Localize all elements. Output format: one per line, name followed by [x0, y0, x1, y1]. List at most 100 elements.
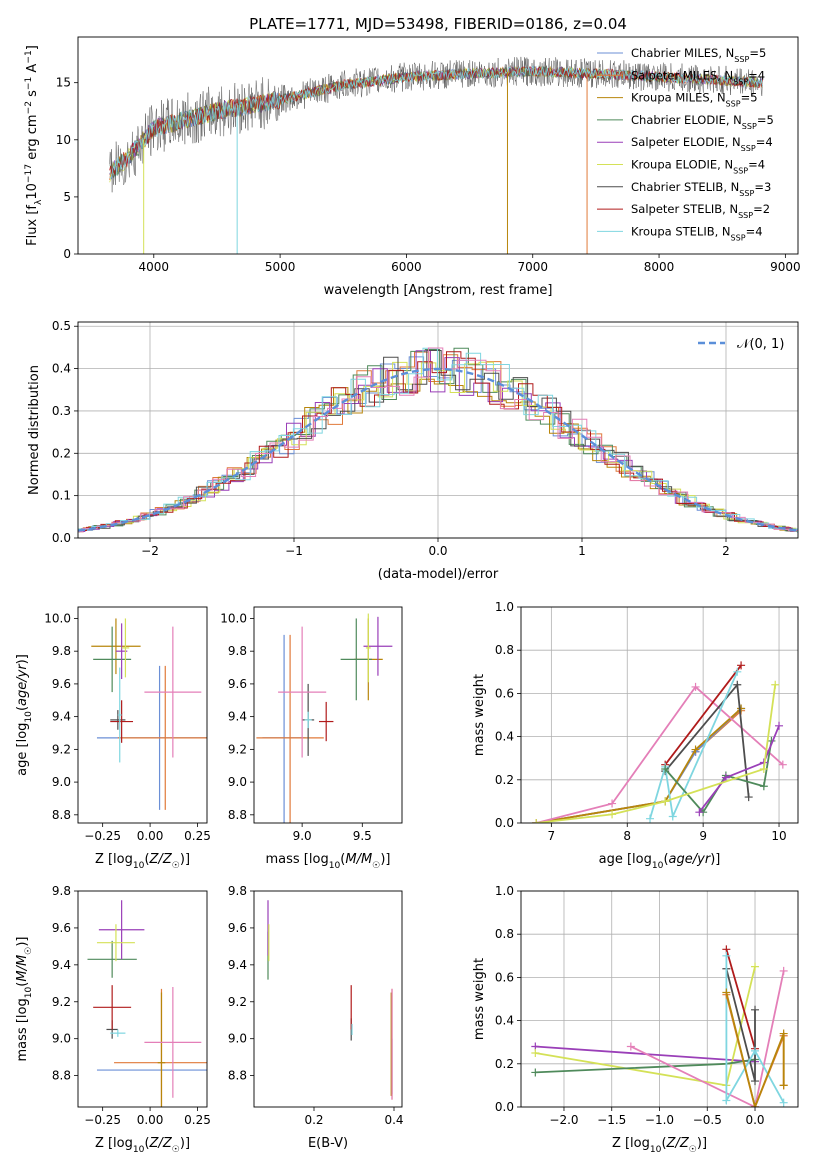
spectrum-line — [109, 56, 763, 193]
y-tick-label: 10 — [56, 133, 71, 147]
spectrum-line — [109, 65, 763, 179]
weight-line — [725, 955, 785, 1104]
weight-marker — [779, 1029, 788, 1038]
weight-marker — [646, 814, 655, 823]
x-tick-label: 0.0 — [745, 1113, 764, 1127]
y-tick-label: 0.6 — [495, 970, 514, 984]
y-tick-label: 0.2 — [52, 446, 71, 460]
x-tick-label: −1.5 — [597, 1113, 626, 1127]
axes-frame — [253, 606, 403, 824]
x-axis-label: (data-model)/error — [378, 567, 499, 582]
weight-marker — [661, 765, 670, 773]
legend-entry: Salpeter ELODIE, NSSP=4 — [631, 135, 773, 153]
x-tick-label: 0.0 — [428, 544, 447, 558]
y-tick-label: 9.2 — [52, 995, 71, 1009]
y-tick-label: 0.4 — [52, 362, 71, 376]
weight-line — [630, 970, 785, 1107]
y-tick-label: 0.4 — [495, 1014, 514, 1028]
y-axis-label: mass weight — [472, 674, 487, 756]
y-axis-label: Normed distribution — [27, 365, 42, 495]
y-tick-label: 9.4 — [228, 710, 247, 724]
x-tick-label: −0.25 — [84, 829, 121, 843]
y-tick-label: 8.8 — [228, 1069, 247, 1083]
x-tick-label: 10 — [771, 829, 786, 843]
weight-marker — [751, 1046, 760, 1055]
x-tick-label: −1 — [285, 544, 303, 558]
y-tick-label: 5 — [63, 190, 71, 204]
error-bars — [256, 613, 393, 823]
x-tick-label: 2 — [722, 544, 730, 558]
x-tick-label: 0.4 — [384, 1113, 403, 1127]
y-tick-label: 0.6 — [495, 686, 514, 700]
y-tick-label: 9.8 — [228, 644, 247, 658]
y-tick-label: 0.5 — [52, 319, 71, 333]
weight-marker — [608, 810, 617, 819]
weight-line — [725, 992, 785, 1107]
x-tick-label: 6000 — [391, 260, 422, 274]
histograms — [78, 347, 798, 533]
x-axis-label: Z [log10(Z/Z☉)] — [612, 1136, 707, 1155]
x-tick-label: −1.0 — [645, 1113, 674, 1127]
x-tick-label: 9.0 — [293, 829, 312, 843]
y-tick-label: 9.8 — [228, 884, 247, 898]
weight-marker — [721, 773, 730, 782]
weight-marker — [779, 1098, 788, 1107]
weight-marker — [751, 1103, 760, 1107]
y-tick-label: 9.6 — [52, 677, 71, 691]
y-axis-label: mass weight — [472, 958, 487, 1040]
x-tick-label: −2.0 — [549, 1113, 578, 1127]
x-tick-label: 9 — [699, 829, 707, 843]
x-tick-label: 0.25 — [184, 829, 211, 843]
weight-marker — [532, 819, 541, 823]
legend-entry: Salpeter MILES, NSSP=4 — [631, 68, 765, 86]
y-tick-label: 0.2 — [495, 1057, 514, 1071]
weight-marker — [744, 793, 753, 802]
x-axis-label: mass [log10(M/M☉)] — [266, 852, 391, 871]
y-axis-label: Flux [fλ10−17 erg cm−2 s−1 A−1] — [24, 45, 44, 246]
x-tick-label: 0.00 — [137, 1113, 164, 1127]
x-axis-label: wavelength [Angstrom, rest frame] — [324, 283, 553, 298]
y-tick-label: 0.0 — [52, 531, 71, 545]
y-tick-label: 0.0 — [495, 816, 514, 830]
legend-entry: Chabrier MILES, NSSP=5 — [631, 46, 766, 64]
gaussian-curve — [78, 367, 798, 532]
y-tick-label: 9.4 — [52, 710, 71, 724]
weight-lines — [531, 945, 788, 1107]
y-tick-label: 9.2 — [228, 995, 247, 1009]
y-tick-label: 0.4 — [495, 730, 514, 744]
x-tick-label: 0.25 — [184, 1113, 211, 1127]
y-tick-label: 9.0 — [52, 775, 71, 789]
weight-marker — [531, 1068, 540, 1077]
weight-marker — [722, 988, 731, 997]
weight-marker — [733, 680, 742, 689]
y-tick-label: 0.3 — [52, 404, 71, 418]
y-tick-label: 9.6 — [52, 921, 71, 935]
weight-marker — [531, 1049, 540, 1057]
x-tick-label: 0.00 — [137, 829, 164, 843]
y-tick-label: 0.8 — [495, 643, 514, 657]
plot-data — [78, 56, 798, 1107]
y-tick-label: 15 — [56, 76, 71, 90]
figure-title: PLATE=1771, MJD=53498, FIBERID=0186, z=0… — [249, 15, 627, 33]
weight-marker — [751, 962, 760, 971]
axes-frame — [77, 36, 799, 255]
legend-entry: Kroupa STELIB, NSSP=4 — [631, 224, 763, 242]
weight-marker — [733, 667, 742, 676]
weight-marker — [722, 1096, 731, 1105]
weight-marker — [771, 680, 780, 689]
y-tick-label: 0 — [63, 247, 71, 261]
x-tick-label: 7 — [548, 829, 556, 843]
y-tick-label: 9.8 — [52, 884, 71, 898]
spectrum-lines — [109, 56, 763, 254]
weight-marker — [778, 760, 787, 769]
x-tick-label: 7000 — [517, 260, 548, 274]
histogram-step — [78, 351, 798, 532]
weight-marker — [691, 682, 700, 691]
legend-entry: Kroupa ELODIE, NSSP=4 — [631, 158, 765, 176]
y-tick-label: 9.0 — [228, 775, 247, 789]
weight-line — [536, 707, 742, 823]
y-tick-label: 9.4 — [52, 958, 71, 972]
error-bars — [267, 900, 393, 1100]
weight-marker — [661, 797, 670, 806]
